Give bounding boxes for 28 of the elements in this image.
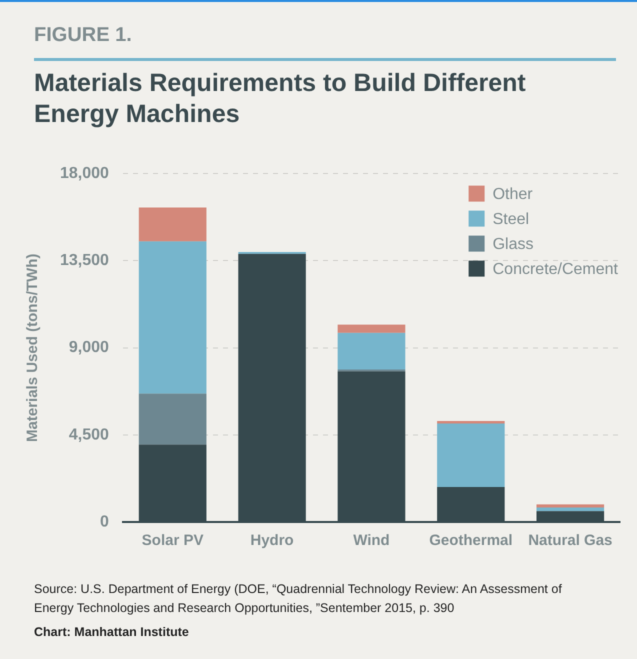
caption: FIGURE 1.	[34, 24, 132, 47]
y-tick-label: 9,000	[68, 339, 110, 356]
x-tick-label: Geothermal	[429, 532, 513, 550]
bar	[536, 507, 604, 512]
chart-title: Materials Requirements to Build Different Energy Machines	[34, 68, 527, 130]
x-tick-label: Natural Gas	[528, 532, 612, 550]
y-axis-title: Materials Used (tons/TWh)	[24, 254, 42, 442]
y-tick-label: 0	[100, 513, 110, 530]
bar	[138, 394, 206, 445]
x-tick-label: Hydro	[250, 532, 294, 550]
legend-label: Steel	[492, 211, 530, 228]
x-tick-label: Solar PV	[142, 532, 204, 550]
y-tick-label: 18,000	[60, 165, 110, 182]
legend-label: Other	[492, 186, 534, 204]
y-tick-label: 13,500	[60, 252, 110, 270]
legend-label: Glass	[492, 236, 534, 254]
text: Chart: Manhattan Institute	[34, 625, 189, 639]
bar	[138, 207, 206, 242]
y-tick-label: 4,500	[68, 426, 110, 444]
legend-label: Concrete/Cement	[492, 261, 619, 278]
bar	[437, 420, 505, 424]
bar	[338, 324, 406, 333]
bar	[437, 423, 505, 487]
bar	[138, 241, 206, 394]
x-tick-label: Wind	[353, 532, 390, 550]
bar	[536, 504, 604, 508]
source-note: Source: U.S. Department of Energy (DOE, “Quadrennial Technology Review: An Assessment of Energy Technologies and Research Opportunities, ”Sentember 2015, p. 390	[34, 581, 563, 617]
bar	[338, 332, 406, 370]
